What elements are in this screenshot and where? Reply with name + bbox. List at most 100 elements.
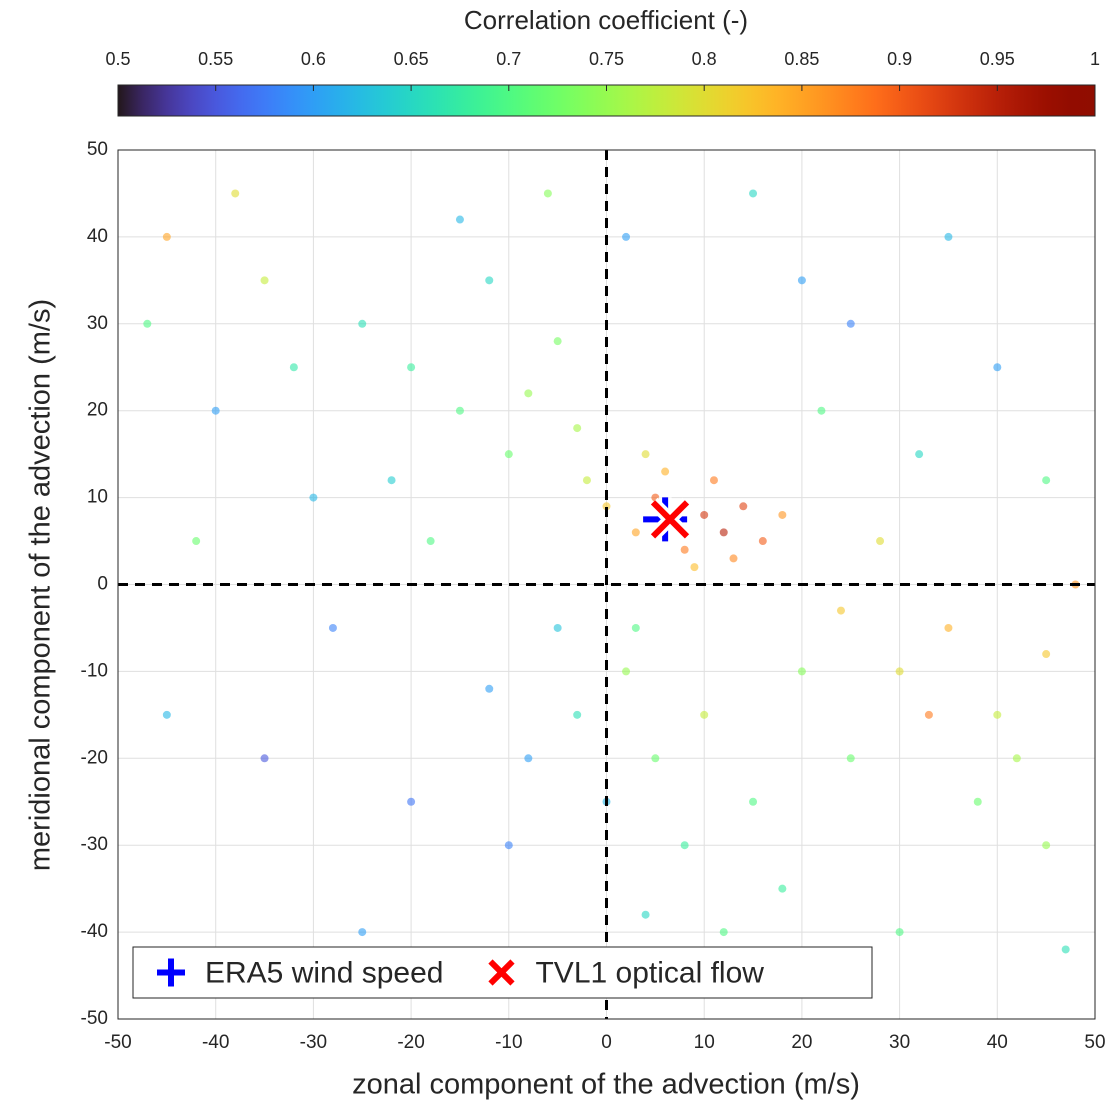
scatter-point — [573, 424, 582, 433]
scatter-point — [641, 910, 650, 919]
x-tick-label: 50 — [1084, 1032, 1105, 1053]
legend-label: ERA5 wind speed — [205, 956, 443, 989]
scatter-point — [973, 797, 982, 806]
scatter-point — [709, 476, 718, 485]
y-tick-label: 30 — [87, 313, 108, 334]
scatter-point — [407, 363, 416, 372]
colorbar-tick-label: 0.55 — [198, 49, 233, 69]
scatter-point — [143, 319, 152, 328]
scatter-point — [1042, 650, 1051, 659]
x-tick-label: 40 — [987, 1032, 1008, 1053]
scatter-point — [797, 667, 806, 676]
scatter-point — [719, 528, 728, 537]
scatter-point — [700, 510, 709, 519]
x-tick-label: -10 — [495, 1032, 522, 1053]
scatter-point — [602, 502, 611, 511]
scatter-point — [797, 276, 806, 285]
scatter-point — [504, 841, 513, 850]
scatter-point — [358, 319, 367, 328]
scatter-point — [1042, 841, 1051, 850]
scatter-point — [407, 797, 416, 806]
scatter-point — [739, 502, 748, 511]
y-tick-label: 40 — [87, 226, 108, 247]
colorbar-tick-label: 0.85 — [784, 49, 819, 69]
scatter-point — [485, 276, 494, 285]
scatter-point — [944, 232, 953, 241]
scatter-point — [778, 884, 787, 893]
x-tick-label: -50 — [104, 1032, 131, 1053]
scatter-point — [622, 232, 631, 241]
scatter-point — [836, 606, 845, 615]
x-tick-label: -30 — [300, 1032, 327, 1053]
colorbar-title: Correlation coefficient (-) — [464, 5, 748, 35]
colorbar-tick-label: 0.5 — [105, 49, 130, 69]
x-axis-label: zonal component of the advection (m/s) — [352, 1069, 860, 1101]
scatter-point — [1042, 476, 1051, 485]
scatter-point — [162, 232, 171, 241]
scatter-point — [211, 406, 220, 415]
colorbar-tick-label: 1 — [1090, 49, 1100, 69]
scatter-point — [543, 189, 552, 198]
scatter-point — [1061, 945, 1070, 954]
scatter-point — [162, 710, 171, 719]
scatter-point — [661, 467, 670, 476]
x-tick-label: 20 — [791, 1032, 812, 1053]
y-tick-label: -40 — [81, 921, 108, 942]
scatter-point — [729, 554, 738, 563]
y-tick-label: 50 — [87, 139, 108, 160]
scatter-point — [700, 710, 709, 719]
scatter-point — [631, 528, 640, 537]
scatter-point — [328, 623, 337, 632]
y-tick-label: -20 — [81, 747, 108, 768]
scatter-point — [289, 363, 298, 372]
x-tick-label: 10 — [694, 1032, 715, 1053]
colorbar-tick-label: 0.65 — [394, 49, 429, 69]
reference-marker — [648, 497, 692, 541]
scatter-point — [358, 928, 367, 937]
x-tick-label: 30 — [889, 1032, 910, 1053]
scatter-point — [524, 389, 533, 398]
y-tick-label: -10 — [81, 660, 108, 681]
scatter-point — [749, 189, 758, 198]
colorbar-tick-label: 0.7 — [496, 49, 521, 69]
scatter-point — [260, 754, 269, 763]
y-axis-label: meridional component of the advection (m… — [25, 299, 57, 871]
colorbar-tick-label: 0.75 — [589, 49, 624, 69]
scatter-point — [876, 537, 885, 546]
plot-frame — [117, 149, 1096, 1020]
scatter-point — [631, 623, 640, 632]
scatter-point — [231, 189, 240, 198]
scatter-point — [993, 710, 1002, 719]
reference-marker-stroke — [650, 500, 690, 539]
scatter-point — [455, 215, 464, 224]
scatter-point — [455, 406, 464, 415]
colorbar-tick-label: 0.9 — [887, 49, 912, 69]
scatter-point — [1012, 754, 1021, 763]
y-tick-label: -50 — [81, 1008, 108, 1029]
scatter-point — [690, 563, 699, 572]
scatter-point — [993, 363, 1002, 372]
scatter-point — [524, 754, 533, 763]
x-tick-label: -40 — [202, 1032, 229, 1053]
scatter-point — [680, 841, 689, 850]
scatter-point — [504, 450, 513, 459]
scatter-point — [924, 710, 933, 719]
scatter-point — [651, 754, 660, 763]
scatter-point — [553, 337, 562, 346]
scatter-point — [749, 797, 758, 806]
scatter-point — [895, 928, 904, 937]
legend-label: TVL1 optical flow — [535, 956, 764, 989]
scatter-point — [426, 537, 435, 546]
scatter-point — [680, 545, 689, 554]
scatter-point — [387, 476, 396, 485]
scatter-point — [778, 510, 787, 519]
scatter-point — [485, 684, 494, 693]
legend-icon — [157, 958, 185, 987]
scatter-point — [260, 276, 269, 285]
scatter-point — [719, 928, 728, 937]
scatter-point — [192, 537, 201, 546]
scatter-point — [846, 754, 855, 763]
y-tick-label: 10 — [87, 487, 108, 508]
scatter-point — [915, 450, 924, 459]
